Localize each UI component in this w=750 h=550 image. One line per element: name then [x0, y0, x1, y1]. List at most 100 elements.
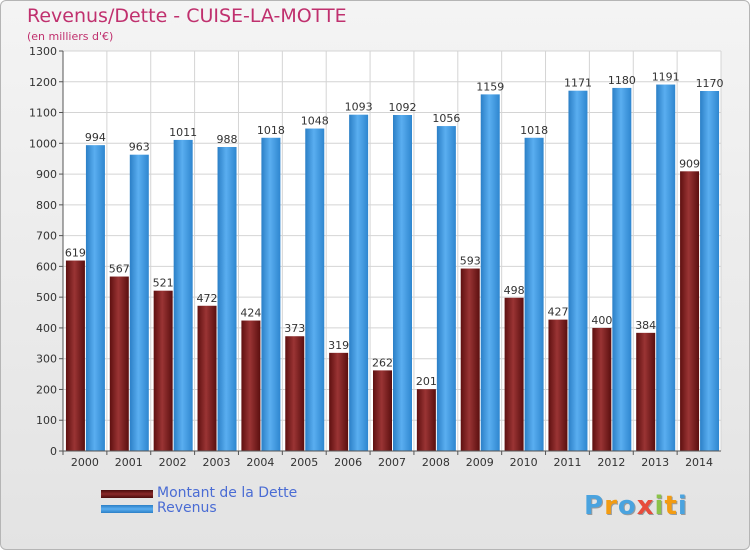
legend-label-revenus: Revenus: [157, 500, 217, 516]
revenus-bar: [700, 91, 720, 451]
revenus-data-label: 1056: [432, 112, 460, 125]
x-tick-label: 2013: [641, 456, 669, 469]
x-tick-label: 2012: [597, 456, 625, 469]
revenus-data-label: 994: [85, 131, 106, 144]
chart-subtitle: (en milliers d'€): [27, 30, 114, 43]
debt-data-label: 593: [460, 255, 481, 268]
y-tick-label: 700: [36, 230, 57, 243]
revenus-data-label: 1191: [652, 71, 680, 84]
y-tick-label: 500: [36, 291, 57, 304]
debt-bar: [329, 352, 349, 451]
revenus-data-label: 1180: [608, 74, 636, 87]
y-tick-label: 1100: [29, 107, 57, 120]
revenus-bar: [524, 137, 544, 451]
debt-bar: [109, 276, 129, 451]
logo-letter: i: [677, 491, 688, 521]
legend-swatch-revenus: [101, 505, 153, 513]
revenus-data-label: 1171: [564, 77, 592, 90]
debt-data-label: 384: [635, 319, 656, 332]
x-tick-label: 2007: [378, 456, 406, 469]
debt-data-label: 472: [197, 292, 218, 305]
debt-bar: [285, 336, 305, 451]
revenus-bar: [349, 114, 369, 451]
debt-data-label: 427: [547, 306, 568, 319]
debt-data-label: 400: [591, 314, 612, 327]
debt-bar: [636, 332, 656, 451]
y-tick-label: 1000: [29, 137, 57, 150]
x-tick-label: 2010: [510, 456, 538, 469]
x-tick-label: 2014: [685, 456, 713, 469]
debt-data-label: 319: [328, 339, 349, 352]
debt-bar: [548, 319, 568, 451]
x-tick-label: 2003: [203, 456, 231, 469]
revenus-bar: [85, 145, 105, 451]
debt-data-label: 567: [109, 263, 130, 276]
revenus-data-label: 1093: [345, 101, 373, 114]
logo-letter: i: [654, 491, 665, 521]
debt-bar: [197, 305, 217, 451]
y-tick-label: 100: [36, 414, 57, 427]
x-tick-label: 2004: [246, 456, 274, 469]
x-tick-label: 2008: [422, 456, 450, 469]
revenus-bar: [480, 94, 500, 451]
debt-data-label: 201: [416, 375, 437, 388]
revenus-bar: [436, 126, 456, 452]
revenus-data-label: 1159: [476, 80, 504, 93]
x-tick-label: 2002: [159, 456, 187, 469]
revenus-bar: [612, 87, 632, 451]
debt-data-label: 262: [372, 356, 393, 369]
debt-bar: [504, 297, 524, 451]
revenus-data-label: 963: [129, 141, 150, 154]
revenus-bar: [568, 90, 588, 451]
debt-bar: [460, 268, 480, 451]
revenus-bar: [217, 147, 237, 451]
debt-data-label: 498: [504, 284, 525, 297]
logo-letter: t: [664, 491, 678, 521]
proxiti-logo: Proxiti: [584, 491, 688, 521]
debt-bar: [592, 327, 612, 451]
revenus-bar: [261, 137, 281, 451]
revenus-data-label: 1170: [696, 77, 724, 90]
debt-data-label: 521: [153, 277, 174, 290]
y-tick-label: 800: [36, 199, 57, 212]
revenus-data-label: 988: [217, 133, 238, 146]
revenus-bar: [393, 115, 412, 451]
y-tick-label: 1300: [29, 45, 57, 58]
logo-letter: o: [617, 491, 637, 521]
debt-data-label: 424: [240, 307, 261, 320]
y-tick-label: 200: [36, 383, 57, 396]
debt-bar: [373, 370, 392, 451]
debt-data-label: 373: [284, 322, 305, 335]
x-tick-label: 2000: [71, 456, 99, 469]
revenus-bar: [656, 84, 676, 452]
x-tick-label: 2001: [115, 456, 143, 469]
revenus-data-label: 1048: [301, 115, 329, 128]
logo-letter: x: [636, 491, 655, 521]
revenus-data-label: 1018: [520, 124, 548, 137]
debt-bar: [680, 171, 700, 452]
debt-bar: [416, 389, 436, 451]
x-tick-label: 2011: [553, 456, 581, 469]
y-tick-label: 0: [50, 445, 57, 458]
revenus-bar: [129, 154, 149, 451]
y-tick-label: 900: [36, 168, 57, 181]
debt-data-label: 909: [679, 157, 700, 170]
revenus-data-label: 1092: [389, 101, 417, 114]
x-tick-label: 2005: [290, 456, 318, 469]
y-tick-label: 1200: [29, 76, 57, 89]
chart-title: Revenus/Dette - CUISE-LA-MOTTE: [27, 5, 347, 27]
revenus-data-label: 1011: [169, 126, 197, 139]
y-tick-label: 300: [36, 353, 57, 366]
legend-swatch-debt: [101, 490, 153, 498]
debt-data-label: 619: [65, 247, 86, 260]
debt-bar: [65, 260, 85, 451]
logo-letter: P: [584, 491, 605, 521]
debt-bar: [241, 320, 261, 451]
y-tick-label: 600: [36, 260, 57, 273]
debt-bar: [153, 290, 173, 451]
x-tick-label: 2006: [334, 456, 362, 469]
logo-letter: r: [604, 491, 618, 521]
revenus-data-label: 1018: [257, 124, 285, 137]
